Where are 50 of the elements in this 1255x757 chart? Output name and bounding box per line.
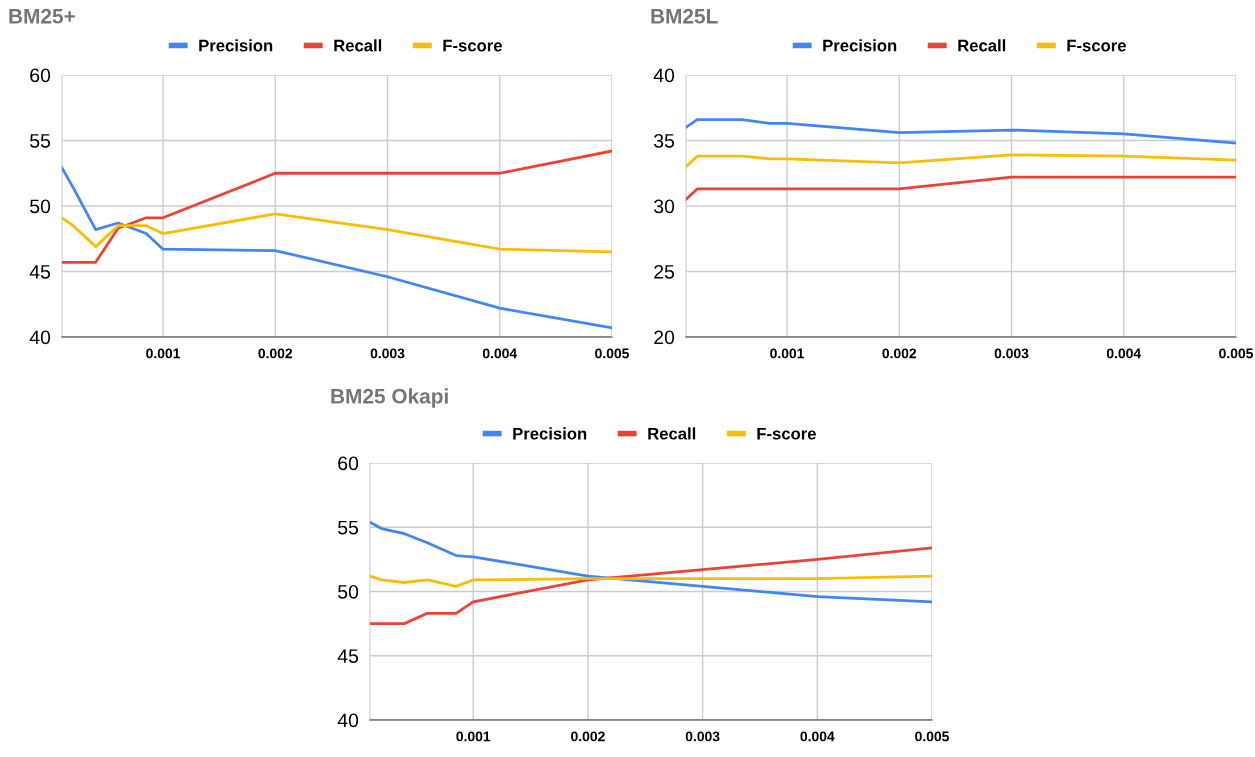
line-series	[62, 166, 612, 330]
x-tick-label: 0.004	[1106, 348, 1142, 359]
x-tick-label: 0.004	[482, 348, 518, 359]
x-tick-label: 0.003	[685, 731, 720, 742]
chart-title: BM25+	[9, 8, 75, 24]
legend-label: F-score	[757, 427, 816, 440]
line-series	[62, 212, 612, 254]
line-series	[686, 153, 1236, 169]
y-tick-label: 30	[654, 199, 675, 214]
y-tick-label: 55	[30, 134, 51, 148]
legend-label: Recall	[334, 39, 382, 52]
legend-label: Precision	[199, 39, 273, 52]
x-tick-label: 0.002	[258, 348, 293, 359]
y-tick-label: 60	[30, 68, 51, 83]
x-tick-label: 0.004	[800, 731, 835, 742]
y-tick-label: 50	[338, 584, 359, 599]
x-tick-label: 0.002	[882, 348, 917, 359]
chart-title: BM25 Okapi	[331, 388, 448, 408]
x-tick-label: 0.005	[915, 731, 949, 742]
legend-label: Precision	[513, 427, 587, 440]
x-tick-label: 0.005	[1219, 348, 1253, 359]
y-tick-label: 25	[654, 264, 675, 279]
y-tick-label: 40	[337, 713, 359, 728]
x-tick-label: 0.003	[370, 348, 405, 359]
y-tick-label: 45	[337, 649, 359, 663]
legend-label: F-score	[1067, 39, 1126, 52]
chart-title: BM25L	[651, 8, 718, 24]
x-tick-label: 0.005	[595, 348, 629, 359]
line-series	[686, 118, 1236, 145]
y-tick-label: 20	[654, 330, 675, 345]
legend-label: Recall	[648, 427, 696, 440]
x-tick-label: 0.002	[571, 731, 605, 742]
y-tick-label: 45	[29, 265, 51, 279]
legend-label: Precision	[823, 39, 897, 52]
x-tick-label: 0.001	[146, 348, 181, 359]
y-tick-label: 55	[338, 520, 359, 535]
x-tick-label: 0.003	[994, 348, 1029, 359]
legend-label: F-score	[443, 39, 502, 52]
y-tick-label: 60	[338, 456, 359, 471]
line-series	[62, 149, 612, 264]
legend-label: Recall	[958, 39, 1006, 52]
y-tick-label: 50	[30, 199, 51, 214]
line-series	[370, 520, 932, 604]
y-tick-label: 40	[29, 330, 51, 345]
x-tick-label: 0.001	[770, 348, 805, 359]
line-series	[370, 574, 932, 588]
x-tick-label: 0.001	[456, 731, 491, 742]
line-series	[370, 546, 932, 626]
y-tick-label: 40	[653, 68, 675, 83]
y-tick-label: 35	[654, 133, 675, 148]
